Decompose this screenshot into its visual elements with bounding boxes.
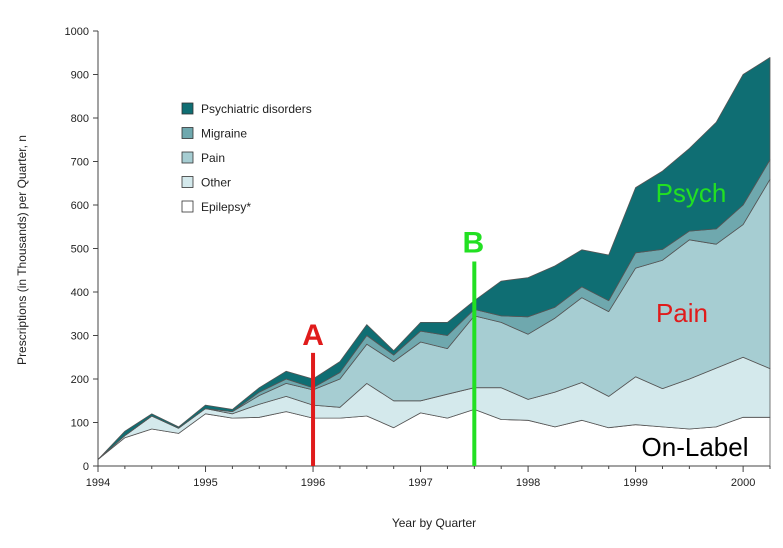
area-psychiatric-disorders	[97, 57, 771, 460]
legend-swatch	[181, 176, 194, 188]
psych-annotation: Psych	[656, 178, 727, 208]
y-tick-label: 700	[71, 157, 89, 169]
onlabel-annotation: On-Label	[642, 432, 749, 462]
annotations: A B Psych Pain On-Label	[302, 178, 748, 466]
y-tick-label: 200	[71, 374, 89, 386]
x-tick-label: 1996	[301, 477, 325, 489]
y-tick-label: 100	[71, 418, 89, 430]
legend-swatch	[181, 200, 194, 213]
marker-label-a: A	[302, 319, 324, 352]
legend-label: Migraine	[201, 127, 247, 141]
y-tick-label: 800	[71, 113, 89, 125]
marker-label-b: B	[462, 227, 484, 260]
y-tick-label: 600	[71, 200, 89, 212]
legend-swatch	[181, 127, 194, 139]
area-layers	[97, 57, 771, 467]
x-tick-label: 1994	[86, 477, 110, 489]
y-tick-labels: 0 100 200 300 400 500 600 700 800 900 1000	[65, 26, 98, 473]
legend-label: Psychiatric disorders	[201, 102, 312, 116]
pain-annotation: Pain	[656, 298, 708, 328]
y-tick-label: 500	[71, 244, 89, 256]
legend-label: Epilepsy*	[201, 200, 251, 214]
legend-label: Other	[201, 176, 231, 190]
y-tick-label: 300	[71, 331, 89, 343]
legend-label: Pain	[201, 151, 225, 165]
legend: Psychiatric disorders Migraine Pain Other Ep…	[181, 102, 312, 214]
x-tick-label: 1995	[193, 477, 217, 489]
x-axis-title: Year by Quarter	[392, 516, 476, 530]
y-tick-label: 900	[71, 70, 89, 82]
y-tick-label: 400	[71, 287, 89, 299]
x-tick-label: 1999	[623, 477, 647, 489]
x-tick-label: 2000	[731, 477, 755, 489]
x-tick-labels: 1994 1995 1996 1997 1998 1999 2000	[86, 466, 771, 489]
y-tick-label: 1000	[65, 26, 89, 38]
x-tick-label: 1997	[408, 477, 432, 489]
legend-swatch	[181, 102, 194, 115]
legend-swatch	[181, 151, 194, 164]
x-tick-label: 1998	[516, 477, 540, 489]
y-tick-label: 0	[83, 461, 89, 473]
y-axis-title: Prescriptions (in Thousands) per Quarter…	[15, 135, 29, 365]
